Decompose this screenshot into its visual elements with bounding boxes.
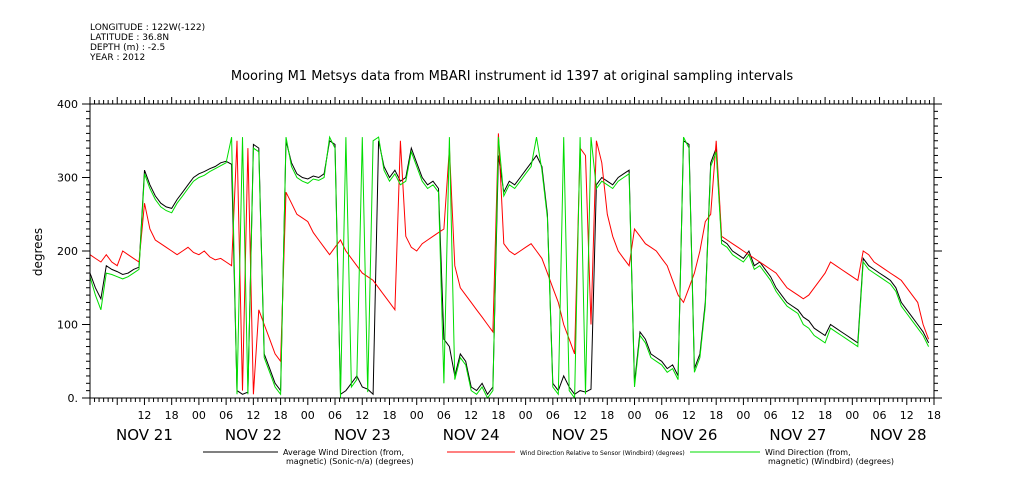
x-tick-label: 06: [764, 409, 778, 422]
x-tick-label: 12: [682, 409, 696, 422]
x-tick-label: 06: [328, 409, 342, 422]
axes: 0. 100 200 300 400 12 18 00 06 12 18 00 06 12 18 00 06 12…: [57, 97, 942, 444]
x-tick-label: 00: [192, 409, 206, 422]
x-tick-label: 00: [519, 409, 533, 422]
x-tick-label: 06: [873, 409, 887, 422]
y-axis-label: degrees: [31, 228, 45, 276]
x-tick-label: 12: [573, 409, 587, 422]
legend-label-2: Wind Direction Relative to Sensor (Windb…: [520, 450, 685, 457]
x-day-label: NOV 22: [225, 426, 282, 444]
y-tick-label: 300: [57, 172, 78, 185]
legend-label-3: Wind Direction (from,: [765, 448, 851, 457]
x-tick-label: 12: [464, 409, 478, 422]
series-line-3: [89, 135, 930, 400]
series-line-2: [89, 133, 930, 395]
x-tick-label: 00: [736, 409, 750, 422]
meta-depth: DEPTH (m) : -2.5: [90, 43, 165, 53]
x-tick-label: 06: [546, 409, 560, 422]
x-tick-label: 18: [274, 409, 288, 422]
plot-content: [89, 133, 930, 400]
x-tick-label: 12: [900, 409, 914, 422]
y-tick-label: 100: [57, 319, 78, 332]
legend-label-3-line2: magnetic) (Windbird) (degrees): [768, 457, 894, 466]
x-tick-label: 18: [491, 409, 505, 422]
x-day-label: NOV 23: [334, 426, 391, 444]
series-line-1: [89, 139, 930, 396]
x-tick-label: 18: [709, 409, 723, 422]
x-tick-label: 18: [382, 409, 396, 422]
meta-year: YEAR : 2012: [89, 53, 145, 63]
x-day-label: NOV 25: [552, 426, 609, 444]
x-tick-label: 18: [818, 409, 832, 422]
x-tick-label: 06: [437, 409, 451, 422]
y-tick-label: 200: [57, 245, 78, 258]
x-day-label: NOV 21: [116, 426, 173, 444]
x-tick-label: 18: [927, 409, 941, 422]
x-tick-label: 00: [845, 409, 859, 422]
x-tick-label: 12: [246, 409, 260, 422]
x-tick-label: 06: [655, 409, 669, 422]
chart-title: Mooring M1 Metsys data from MBARI instru…: [231, 69, 793, 84]
x-tick-label: 00: [301, 409, 315, 422]
x-tick-label: 18: [165, 409, 179, 422]
x-day-label: NOV 24: [443, 426, 500, 444]
x-tick-label: 12: [137, 409, 151, 422]
x-day-label: NOV 26: [661, 426, 718, 444]
legend-label-1: Average Wind Direction (from,: [283, 448, 404, 457]
x-tick-label: 12: [355, 409, 369, 422]
legend: Average Wind Direction (from,magnetic) (…: [203, 448, 894, 466]
x-tick-label: 18: [600, 409, 614, 422]
x-day-label: NOV 27: [769, 426, 826, 444]
y-tick-label: 0.: [68, 392, 79, 405]
x-tick-label: 00: [410, 409, 424, 422]
legend-label-1-line2: magnetic) (Sonic-n/a) (degrees): [286, 457, 414, 466]
meta-latitude: LATITUDE : 36.8N: [90, 33, 169, 43]
meta-longitude: LONGITUDE : 122W(-122): [90, 23, 205, 33]
y-tick-label: 400: [57, 98, 78, 111]
x-tick-label: 12: [791, 409, 805, 422]
x-tick-label: 06: [219, 409, 233, 422]
x-day-label: NOV 28: [870, 426, 927, 444]
plot-frame: [89, 103, 935, 399]
x-tick-label: 00: [628, 409, 642, 422]
